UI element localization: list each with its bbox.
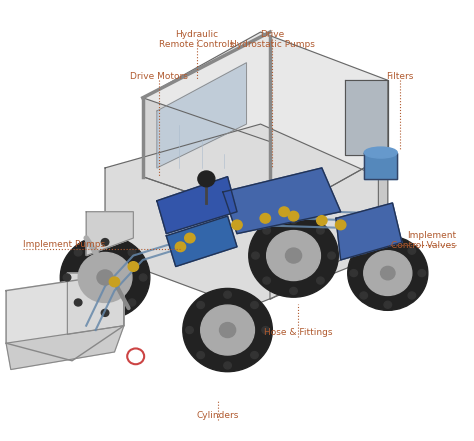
Circle shape — [128, 299, 136, 306]
Circle shape — [290, 217, 297, 224]
Text: Hydraulic
Remote Controls: Hydraulic Remote Controls — [159, 30, 235, 49]
Circle shape — [381, 266, 395, 280]
Circle shape — [263, 227, 270, 234]
Circle shape — [128, 249, 136, 256]
Polygon shape — [166, 216, 237, 266]
Polygon shape — [223, 168, 341, 234]
Polygon shape — [364, 153, 397, 179]
Circle shape — [336, 220, 346, 230]
Circle shape — [60, 236, 150, 319]
Polygon shape — [346, 80, 388, 155]
Circle shape — [252, 252, 259, 259]
Text: Hose & Fittings: Hose & Fittings — [264, 328, 332, 337]
Polygon shape — [336, 203, 402, 260]
Circle shape — [251, 351, 258, 359]
Circle shape — [109, 277, 119, 287]
Circle shape — [262, 326, 269, 333]
Circle shape — [408, 247, 416, 254]
Circle shape — [224, 291, 231, 298]
Circle shape — [74, 299, 82, 306]
Circle shape — [364, 251, 412, 295]
Polygon shape — [270, 155, 388, 299]
Circle shape — [279, 207, 289, 217]
Circle shape — [139, 274, 147, 281]
Circle shape — [201, 305, 255, 355]
Circle shape — [360, 292, 367, 299]
Circle shape — [260, 213, 271, 223]
Polygon shape — [143, 98, 270, 220]
Circle shape — [185, 233, 195, 243]
Polygon shape — [157, 177, 237, 234]
Text: Implement
Control Valves: Implement Control Valves — [392, 231, 456, 250]
Circle shape — [219, 322, 236, 337]
Text: Filters: Filters — [386, 71, 413, 81]
Text: Cylinders: Cylinders — [197, 411, 239, 420]
Circle shape — [128, 262, 138, 271]
Circle shape — [101, 239, 109, 246]
Circle shape — [74, 249, 82, 256]
Text: Implement Pumps: Implement Pumps — [23, 240, 105, 249]
Text: Drive Motors: Drive Motors — [130, 71, 188, 81]
Text: Drive
Hydrostatic Pumps: Drive Hydrostatic Pumps — [230, 30, 315, 49]
Circle shape — [418, 269, 426, 277]
Circle shape — [183, 288, 273, 372]
Circle shape — [224, 362, 231, 369]
Polygon shape — [6, 273, 124, 361]
Circle shape — [249, 214, 338, 297]
Circle shape — [317, 277, 324, 284]
Circle shape — [317, 227, 324, 234]
Circle shape — [101, 309, 109, 316]
Circle shape — [63, 274, 71, 281]
Circle shape — [317, 216, 327, 225]
Polygon shape — [6, 325, 124, 370]
Circle shape — [78, 253, 132, 303]
Circle shape — [408, 292, 416, 299]
Polygon shape — [157, 63, 246, 168]
Circle shape — [290, 288, 297, 295]
Circle shape — [251, 302, 258, 309]
Circle shape — [348, 236, 428, 310]
Circle shape — [384, 238, 392, 245]
Circle shape — [186, 326, 193, 333]
Circle shape — [97, 270, 113, 285]
Circle shape — [175, 242, 186, 252]
Circle shape — [285, 248, 301, 263]
Polygon shape — [67, 273, 124, 334]
Circle shape — [198, 171, 215, 187]
Circle shape — [197, 302, 204, 309]
Circle shape — [384, 301, 392, 308]
Circle shape — [328, 252, 336, 259]
Polygon shape — [105, 124, 378, 308]
Circle shape — [263, 277, 270, 284]
Polygon shape — [143, 32, 388, 220]
Circle shape — [197, 351, 204, 359]
Circle shape — [232, 220, 242, 230]
Circle shape — [350, 269, 357, 277]
Polygon shape — [86, 212, 133, 255]
Ellipse shape — [364, 147, 397, 158]
Circle shape — [360, 247, 367, 254]
Circle shape — [288, 211, 299, 221]
Circle shape — [267, 231, 320, 280]
